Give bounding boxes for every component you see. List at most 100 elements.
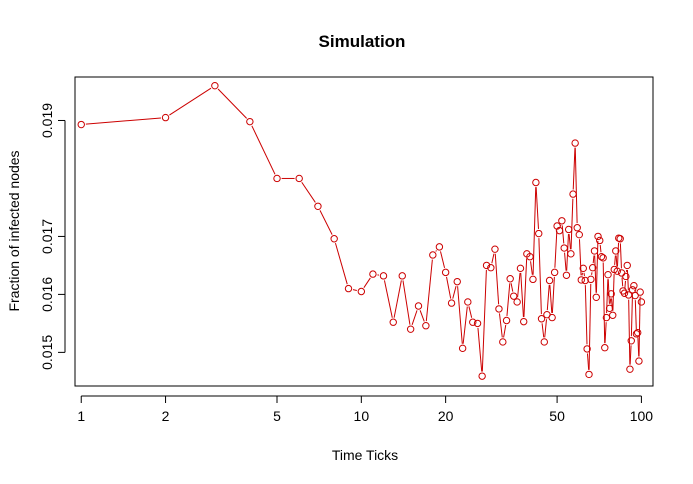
data-point	[469, 318, 477, 326]
data-point	[429, 251, 437, 259]
series-segment	[530, 261, 533, 275]
series-segment	[393, 280, 402, 318]
data-point	[558, 217, 566, 225]
data-point	[592, 293, 600, 302]
data-point	[622, 272, 630, 281]
data-point	[632, 330, 641, 338]
series-segment	[411, 310, 418, 325]
chart-title: Simulation	[319, 32, 406, 51]
data-point	[636, 288, 644, 296]
data-point	[379, 272, 388, 280]
data-point	[581, 276, 589, 285]
data-point	[314, 202, 322, 210]
series-segment	[481, 269, 487, 372]
series-segment	[510, 283, 514, 292]
x-tick-label: 20	[438, 408, 454, 424]
series-segment	[572, 147, 576, 190]
y-tick-label: 0.015	[39, 335, 55, 370]
series-segment	[546, 285, 550, 311]
series-segment	[363, 277, 371, 288]
data-point	[583, 345, 591, 353]
series-segment	[628, 299, 631, 365]
data-point	[441, 268, 450, 277]
data-point	[330, 235, 338, 243]
data-point	[540, 338, 548, 346]
series-segment	[217, 88, 248, 119]
data-point	[473, 319, 482, 328]
series-segment	[634, 300, 637, 330]
series-segment	[629, 345, 632, 365]
data-point	[545, 276, 554, 285]
data-point	[161, 113, 170, 122]
data-point	[532, 178, 540, 187]
data-point	[555, 226, 564, 235]
data-point	[626, 365, 634, 373]
series-segment	[599, 245, 602, 253]
data-point	[246, 117, 254, 126]
series-segment	[506, 283, 511, 316]
data-point	[513, 298, 521, 306]
data-point	[389, 318, 397, 326]
plot-frame	[74, 76, 654, 387]
data-point	[596, 236, 604, 245]
data-point	[502, 316, 511, 325]
data-point	[535, 229, 543, 238]
x-tick-label: 5	[273, 408, 281, 424]
data-point	[602, 313, 611, 322]
series-segment	[594, 255, 597, 293]
x-tick-label: 2	[162, 408, 170, 424]
data-point	[637, 298, 646, 306]
data-point	[357, 287, 366, 296]
data-point	[529, 275, 537, 284]
series-segment	[574, 147, 578, 224]
data-point	[607, 290, 615, 298]
data-point	[587, 275, 595, 284]
series-segment	[611, 298, 613, 311]
series-segment	[588, 283, 592, 370]
series-segment	[425, 259, 433, 322]
series-layer	[77, 81, 646, 380]
data-point	[295, 174, 303, 183]
series-segment	[621, 277, 624, 287]
series-segment	[570, 198, 574, 250]
series-segment	[578, 239, 582, 276]
data-point	[594, 232, 602, 241]
series-segment	[452, 285, 457, 299]
series-segment	[503, 324, 507, 338]
series-segment	[544, 319, 547, 338]
data-point	[273, 174, 281, 183]
series-segment	[624, 280, 626, 289]
series-segment	[549, 285, 553, 314]
series-segment	[592, 255, 595, 264]
data-point	[520, 317, 528, 326]
series-segment	[494, 253, 500, 305]
series-segment	[554, 230, 558, 268]
x-axis: 1 2 5 10 20 50 100	[77, 395, 653, 424]
series-segment	[402, 280, 411, 325]
data-point	[604, 270, 612, 279]
data-point	[464, 298, 472, 306]
data-point	[613, 267, 621, 275]
series-segment	[568, 234, 571, 250]
series-segment	[551, 276, 555, 314]
series-segment	[564, 252, 567, 271]
series-segment	[619, 243, 622, 269]
series-segment	[169, 87, 212, 116]
data-point	[499, 338, 507, 346]
data-point	[577, 276, 585, 284]
y-tick-label: 0.017	[39, 219, 55, 254]
data-point	[579, 264, 587, 273]
series-segment	[586, 353, 590, 370]
series-segment	[612, 274, 615, 311]
data-point	[562, 271, 571, 279]
data-point	[585, 370, 593, 379]
data-point	[495, 305, 503, 313]
series-segment	[85, 117, 162, 125]
series-segment	[630, 294, 633, 337]
series-segment	[301, 181, 316, 203]
series-segment	[535, 187, 539, 229]
data-point	[634, 328, 642, 337]
series-segment	[604, 322, 607, 344]
x-axis-label: Time Ticks	[332, 447, 398, 463]
